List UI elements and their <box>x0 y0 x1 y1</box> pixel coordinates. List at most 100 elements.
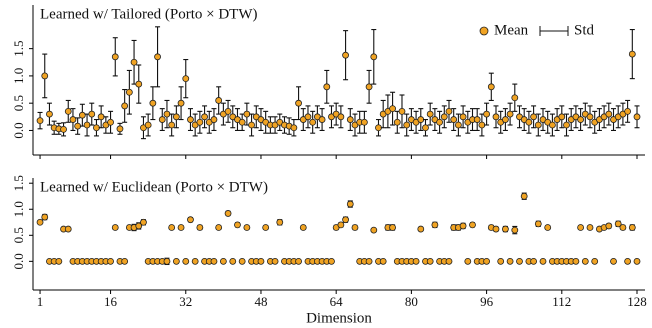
mean-point <box>511 226 519 234</box>
mean-point <box>130 58 138 66</box>
mean-point <box>177 224 185 231</box>
mean-point <box>210 116 218 123</box>
mean-point <box>323 83 331 91</box>
legend-label: Std <box>574 22 595 38</box>
mean-point <box>55 257 63 265</box>
mean-point <box>88 110 96 118</box>
mean-point <box>337 113 345 121</box>
mean-point <box>539 257 547 265</box>
mean-point <box>295 257 302 265</box>
mean-point <box>187 116 194 123</box>
mean-point <box>182 257 190 265</box>
mean-point <box>97 113 105 121</box>
mean-point <box>107 257 114 265</box>
mean-point <box>450 116 458 123</box>
mean-point <box>93 124 100 132</box>
mean-point <box>168 224 176 231</box>
mean-point <box>309 118 317 126</box>
mean-point <box>422 124 429 132</box>
mean-point <box>224 107 232 115</box>
mean-point <box>412 257 420 265</box>
mean-point <box>483 110 490 118</box>
x-tick-label: 48 <box>254 294 267 309</box>
mean-point <box>187 216 194 224</box>
mean-point <box>577 116 585 123</box>
mean-point <box>454 121 462 129</box>
mean-point <box>469 221 476 229</box>
mean-point <box>36 117 44 125</box>
mean-point <box>370 226 378 234</box>
mean-point <box>426 110 434 118</box>
mean-point <box>534 121 542 129</box>
mean-point <box>497 257 505 265</box>
y-tick-label: 1.5 <box>11 41 26 57</box>
mean-point <box>201 113 208 121</box>
mean-point <box>121 257 129 265</box>
mean-point <box>610 257 617 265</box>
mean-point <box>243 224 251 231</box>
mean-point <box>520 192 528 200</box>
mean-point <box>337 221 345 229</box>
mean-point <box>257 257 265 265</box>
mean-point <box>83 121 91 129</box>
x-tick-label: 96 <box>480 294 494 309</box>
panel-title: Learned w/ Tailored (Porto × DTW) <box>40 6 257 22</box>
mean-point <box>549 121 556 129</box>
mean-point <box>271 257 279 265</box>
y-tick-label: 0.5 <box>11 227 26 243</box>
mean-point <box>238 257 246 265</box>
mean-point <box>624 107 632 115</box>
mean-point <box>530 257 537 265</box>
mean-point <box>440 113 448 121</box>
mean-point <box>351 224 359 231</box>
mean-point <box>318 116 326 123</box>
mean-point <box>60 125 67 133</box>
mean-point <box>219 257 227 265</box>
mean-point <box>140 218 147 226</box>
mean-point <box>78 111 86 119</box>
mean-point <box>572 257 580 265</box>
mean-point <box>144 121 152 129</box>
mean-point <box>403 121 411 129</box>
mean-point <box>487 83 495 91</box>
y-tick-label: 0.0 <box>11 122 26 138</box>
mean-point <box>64 225 72 233</box>
mean-point <box>111 224 119 231</box>
mean-point <box>445 257 453 265</box>
mean-point <box>365 257 373 265</box>
mean-point <box>365 83 373 91</box>
mean-point <box>464 257 472 265</box>
mean-point <box>172 257 180 265</box>
mean-point <box>398 107 406 115</box>
mean-point <box>168 121 176 129</box>
mean-point <box>558 113 566 121</box>
x-tick-label: 80 <box>405 294 418 309</box>
mean-point <box>563 121 570 129</box>
mean-point <box>121 102 129 110</box>
mean-point <box>158 116 166 123</box>
mean-point <box>506 257 514 265</box>
mean-point <box>276 218 284 226</box>
mean-point <box>619 224 627 231</box>
mean-point <box>238 118 246 126</box>
mean-point <box>530 113 537 121</box>
mean-point <box>525 118 533 126</box>
mean-point <box>229 257 237 265</box>
mean-point <box>586 113 594 121</box>
x-tick-label: 16 <box>104 294 118 309</box>
mean-point <box>342 216 349 224</box>
mean-point <box>483 257 490 265</box>
y-tick-label: 1.5 <box>11 175 26 191</box>
mean-point <box>290 124 298 132</box>
x-tick-label: 1 <box>37 294 44 309</box>
x-tick-label: 64 <box>330 294 344 309</box>
mean-point <box>64 107 72 115</box>
y-tick-label: 1.0 <box>11 68 26 84</box>
mean-point <box>295 99 302 107</box>
mean-point <box>299 224 307 231</box>
mean-point <box>215 224 223 231</box>
mean-point <box>41 72 49 80</box>
legend-label: Mean <box>494 22 529 38</box>
mean-point <box>605 222 613 230</box>
